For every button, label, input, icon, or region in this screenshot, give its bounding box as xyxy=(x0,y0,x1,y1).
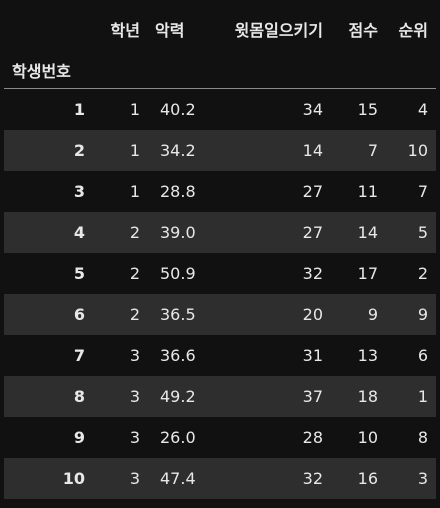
cell-grade: 1 xyxy=(129,140,140,160)
cell-grade: 1 xyxy=(129,99,140,119)
table-row: 9 3 26.0 28 10 8 xyxy=(4,416,436,458)
row-index: 9 xyxy=(73,427,85,447)
cell-score: 17 xyxy=(357,263,378,283)
cell-grade: 2 xyxy=(129,222,140,242)
table-row: 2 1 34.2 14 7 10 xyxy=(4,129,436,171)
column-header-situps: 윗몸일으키기 xyxy=(234,21,323,40)
cell-rank: 6 xyxy=(417,345,428,365)
table-row: 5 2 50.9 32 17 2 xyxy=(4,252,436,294)
cell-rank: 7 xyxy=(417,181,428,201)
cell-rank: 10 xyxy=(407,140,428,160)
cell-score: 10 xyxy=(357,427,378,447)
row-index: 4 xyxy=(73,222,85,242)
column-header-row: 학년 악력 윗몸일으키기 점수 순위 xyxy=(4,0,436,58)
cell-situps: 14 xyxy=(302,140,323,160)
cell-score: 7 xyxy=(367,140,378,160)
cell-grip: 36.5 xyxy=(160,304,196,324)
cell-rank: 9 xyxy=(417,304,428,324)
cell-score: 13 xyxy=(357,345,378,365)
row-index: 6 xyxy=(73,304,85,324)
cell-rank: 5 xyxy=(417,222,428,242)
column-header-grip: 악력 xyxy=(155,21,185,40)
student-table: 학년 악력 윗몸일으키기 점수 순위 학생번호 1 1 40.2 34 15 4 2 1 34.… xyxy=(4,0,436,499)
cell-grip: 40.2 xyxy=(160,99,196,119)
cell-grip: 26.0 xyxy=(160,427,196,447)
cell-situps: 20 xyxy=(302,304,323,324)
cell-rank: 3 xyxy=(417,468,428,488)
row-index: 5 xyxy=(73,263,85,283)
column-header-grade: 학년 xyxy=(110,21,140,40)
cell-rank: 2 xyxy=(417,263,428,283)
cell-score: 15 xyxy=(357,99,378,119)
column-header-rank: 순위 xyxy=(398,21,428,40)
row-index: 3 xyxy=(73,181,85,201)
table-row: 8 3 49.2 37 18 1 xyxy=(4,375,436,417)
row-index: 7 xyxy=(73,345,85,365)
cell-grade: 3 xyxy=(129,468,140,488)
cell-grade: 2 xyxy=(129,304,140,324)
cell-grade: 3 xyxy=(129,427,140,447)
cell-situps: 32 xyxy=(302,468,323,488)
cell-situps: 32 xyxy=(302,263,323,283)
cell-rank: 8 xyxy=(417,427,428,447)
cell-situps: 28 xyxy=(302,427,323,447)
column-header-score: 점수 xyxy=(348,21,378,40)
cell-score: 9 xyxy=(367,304,378,324)
cell-grip: 28.8 xyxy=(160,181,196,201)
cell-situps: 27 xyxy=(302,181,323,201)
cell-score: 11 xyxy=(357,181,378,201)
table-row: 3 1 28.8 27 11 7 xyxy=(4,170,436,212)
cell-score: 18 xyxy=(357,386,378,406)
table-body: 1 1 40.2 34 15 4 2 1 34.2 14 7 10 3 1 28.8 27 11 7 4 2 39.0 2… xyxy=(4,88,436,499)
row-index: 1 xyxy=(73,99,85,119)
row-index: 2 xyxy=(73,140,85,160)
table-row: 6 2 36.5 20 9 9 xyxy=(4,293,436,335)
cell-score: 16 xyxy=(357,468,378,488)
cell-grip: 49.2 xyxy=(160,386,196,406)
index-name-header: 학생번호 xyxy=(12,62,71,81)
index-name-row: 학생번호 xyxy=(4,58,436,89)
table-row: 7 3 36.6 31 13 6 xyxy=(4,334,436,376)
cell-grip: 34.2 xyxy=(160,140,196,160)
table-row: 10 3 47.4 32 16 3 xyxy=(4,457,436,499)
cell-score: 14 xyxy=(357,222,378,242)
index-header-blank xyxy=(4,0,93,58)
cell-grip: 39.0 xyxy=(160,222,196,242)
cell-grade: 2 xyxy=(129,263,140,283)
cell-grade: 3 xyxy=(129,345,140,365)
cell-rank: 1 xyxy=(417,386,428,406)
cell-grip: 50.9 xyxy=(160,263,196,283)
cell-rank: 4 xyxy=(417,99,428,119)
row-index: 10 xyxy=(62,468,85,488)
cell-grip: 47.4 xyxy=(160,468,196,488)
cell-situps: 27 xyxy=(302,222,323,242)
table-row: 1 1 40.2 34 15 4 xyxy=(4,88,436,130)
cell-situps: 34 xyxy=(302,99,323,119)
cell-situps: 31 xyxy=(302,345,323,365)
table-row: 4 2 39.0 27 14 5 xyxy=(4,211,436,253)
cell-situps: 37 xyxy=(302,386,323,406)
row-index: 8 xyxy=(73,386,85,406)
cell-grade: 1 xyxy=(129,181,140,201)
cell-grip: 36.6 xyxy=(160,345,196,365)
table-header: 학년 악력 윗몸일으키기 점수 순위 학생번호 xyxy=(4,0,436,89)
cell-grade: 3 xyxy=(129,386,140,406)
